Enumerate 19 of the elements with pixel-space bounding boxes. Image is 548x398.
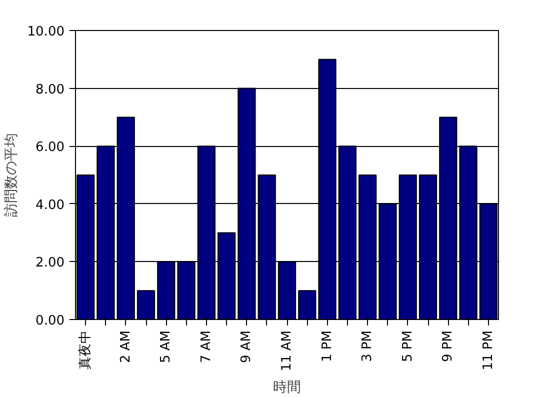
x-tick-label: 1 PM — [320, 330, 335, 362]
x-tick-label: 5 AM — [158, 330, 174, 364]
y-axis-title: 訪問数の平均 — [3, 133, 20, 217]
y-tick-label: 4.00 — [36, 198, 65, 213]
x-tick-label: 5 PM — [400, 330, 416, 362]
y-tick-label: 10.00 — [27, 24, 64, 40]
x-tick-label: 3 PM — [360, 330, 376, 362]
x-axis-title: 時間 — [273, 379, 301, 396]
x-tick-label: 9 PM — [440, 330, 456, 362]
x-tick-label: 真夜中 — [77, 330, 94, 370]
x-tick-label: 11 AM — [280, 330, 294, 372]
y-tick-label: 0.00 — [36, 314, 65, 328]
y-tick-label: 6.00 — [36, 140, 65, 156]
x-tick-label: 7 AM — [198, 330, 214, 364]
x-tick-label: 11 PM — [480, 330, 496, 370]
x-tick-label: 2 AM — [118, 330, 134, 364]
x-tick-label: 9 AM — [239, 330, 254, 364]
y-tick-label: 2.00 — [36, 256, 65, 271]
y-tick-label: 8.00 — [36, 82, 65, 98]
